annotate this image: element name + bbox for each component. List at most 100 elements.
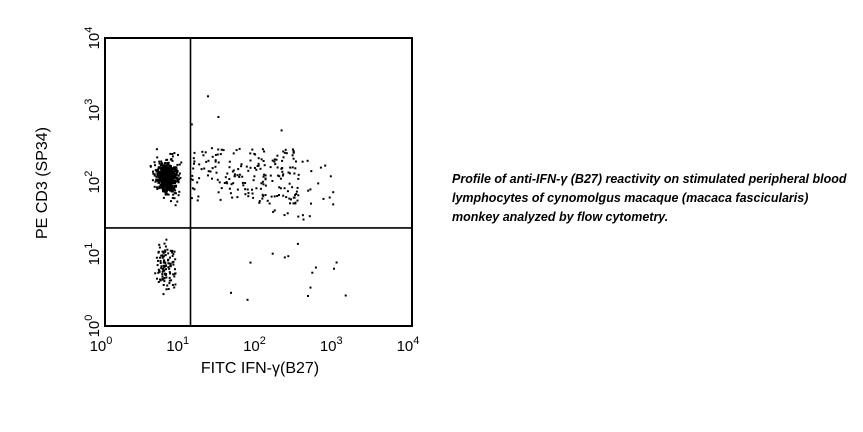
scatter-point	[172, 263, 175, 266]
scatter-point	[175, 172, 178, 174]
scatter-point	[192, 167, 195, 170]
scatter-point	[214, 160, 217, 163]
scatter-point	[233, 173, 236, 176]
scatter-point	[263, 150, 266, 153]
scatter-point	[238, 147, 241, 150]
scatter-point	[161, 182, 163, 185]
scatter-point	[198, 163, 201, 166]
scatter-point	[297, 173, 300, 176]
scatter-point	[172, 182, 175, 184]
scatter-point	[167, 262, 170, 265]
scatter-point	[286, 212, 289, 215]
scatter-point	[171, 261, 174, 264]
scatter-point	[223, 182, 226, 184]
scatter-point	[165, 187, 169, 191]
scatter-point	[297, 215, 300, 218]
scatter-point	[156, 186, 158, 189]
scatter-point	[197, 195, 200, 198]
scatter-point	[158, 246, 161, 249]
scatter-point	[163, 186, 166, 188]
scatter-point	[152, 172, 155, 175]
scatter-point	[276, 195, 279, 197]
scatter-point	[276, 154, 279, 157]
scatter-point	[164, 273, 167, 276]
scatter-point	[228, 166, 231, 169]
scatter-point	[164, 254, 167, 257]
scatter-point	[283, 187, 286, 190]
scatter-point	[247, 169, 250, 172]
scatter-point	[155, 170, 158, 173]
scatter-point	[149, 165, 152, 167]
scatter-point	[166, 284, 169, 287]
scatter-point	[292, 202, 295, 205]
scatter-point	[174, 182, 177, 185]
scatter-point	[207, 159, 210, 162]
scatter-point	[175, 166, 178, 169]
scatter-point	[279, 187, 282, 190]
scatter-point	[264, 178, 267, 181]
scatter-point	[171, 176, 174, 179]
scatter-point	[171, 170, 174, 173]
scatter-point	[262, 195, 265, 198]
scatter-point	[252, 179, 255, 182]
scatter-point	[329, 175, 332, 178]
scatter-point	[335, 261, 338, 264]
scatter-point	[310, 202, 312, 205]
scatter-point	[163, 162, 166, 165]
scatter-point	[287, 255, 290, 258]
scatter-point	[161, 270, 164, 273]
scatter-point	[171, 197, 174, 199]
scatter-point	[240, 165, 243, 168]
scatter-point	[171, 178, 174, 181]
scatter-point	[192, 157, 195, 160]
scatter-point	[174, 268, 176, 271]
scatter-point	[158, 160, 161, 163]
scatter-point	[219, 198, 222, 201]
scatter-point	[281, 174, 284, 177]
x-tick-label: 102	[243, 335, 266, 355]
scatter-point	[244, 188, 247, 191]
scatter-point	[291, 186, 294, 189]
scatter-point	[157, 180, 161, 184]
scatter-point	[276, 166, 279, 169]
scatter-point	[160, 180, 164, 184]
scatter-point	[156, 188, 159, 190]
scatter-point	[155, 148, 158, 151]
scatter-point	[309, 286, 312, 289]
scatter-point	[297, 194, 300, 197]
scatter-point	[162, 252, 165, 254]
scatter-point	[333, 267, 335, 270]
y-axis-tick-labels: 100 101 102 103 104	[83, 27, 103, 338]
scatter-point	[175, 192, 177, 195]
scatter-point	[289, 202, 292, 205]
scatter-point	[202, 154, 205, 157]
scatter-point	[169, 264, 172, 267]
scatter-point	[174, 272, 177, 275]
scatter-point	[301, 160, 304, 163]
scatter-point	[215, 171, 218, 174]
scatter-point	[286, 190, 289, 193]
scatter-point	[218, 181, 221, 184]
scatter-point	[322, 197, 325, 200]
scatter-point	[155, 175, 158, 178]
scatter-point	[291, 154, 294, 157]
scatter-point	[164, 188, 167, 191]
scatter-point	[285, 196, 288, 199]
y-tick-label: 102	[83, 171, 103, 194]
scatter-point	[238, 175, 241, 178]
scatter-point	[173, 179, 177, 183]
scatter-point	[273, 209, 276, 212]
scatter-point	[172, 273, 175, 276]
scatter-point	[162, 264, 165, 267]
scatter-point	[205, 160, 208, 163]
scatter-point	[169, 164, 172, 167]
scatter-point	[165, 268, 167, 271]
scatter-point	[162, 293, 165, 296]
scatter-point	[171, 255, 174, 257]
scatter-point	[162, 250, 165, 253]
scatter-point	[154, 272, 157, 275]
scatter-point	[211, 155, 214, 158]
scatter-point	[164, 162, 167, 165]
scatter-point	[228, 160, 231, 163]
scatter-point	[268, 202, 271, 205]
